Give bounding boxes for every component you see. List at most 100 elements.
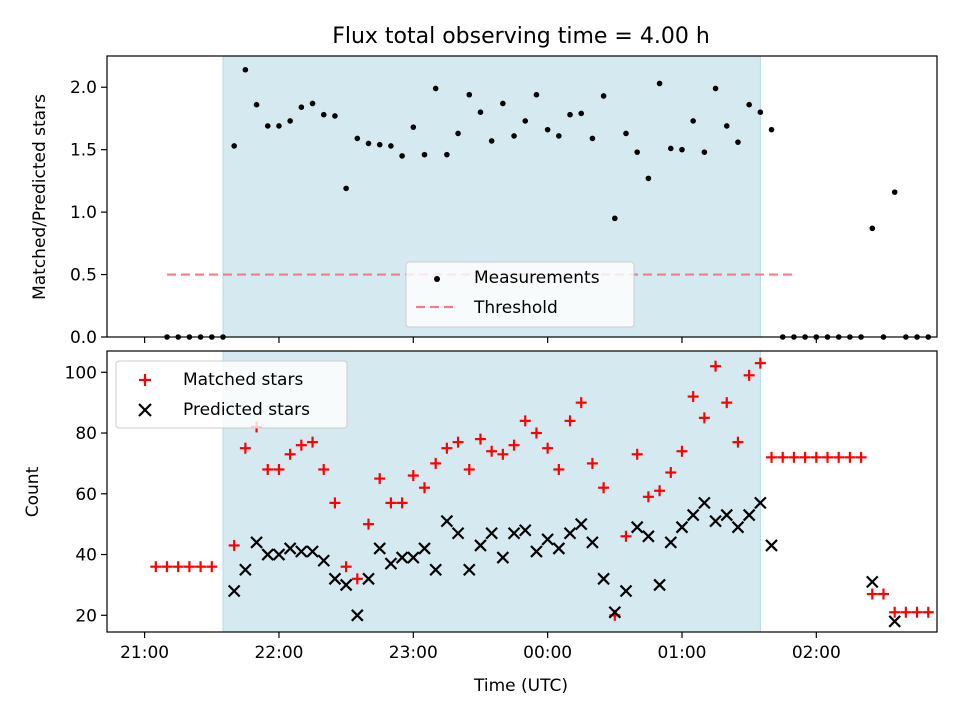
matched-star-point: [340, 561, 352, 573]
measurement-point: [500, 100, 506, 107]
matched-star-point: [598, 482, 610, 494]
measurement-point: [388, 143, 394, 149]
matched-star-point: [262, 463, 274, 475]
matched-star-point: [788, 451, 800, 463]
predicted-star-point: [362, 572, 375, 586]
predicted-star-point: [474, 539, 487, 552]
matched-star-point: [329, 497, 341, 509]
measurement-point: [365, 140, 372, 147]
matched-star-point: [351, 573, 363, 585]
y-tick-label: 20: [75, 606, 97, 626]
measurement-point: [455, 130, 461, 137]
measurement-point: [667, 145, 674, 152]
matched-star-point: [183, 561, 195, 573]
x-tick-label: 21:00: [120, 643, 169, 663]
legend-measurements-marker: [434, 276, 440, 282]
predicted-star-point: [552, 542, 566, 555]
measurement-point: [645, 175, 652, 182]
bottom-axes-frame: [106, 350, 938, 633]
top-legend-box: [405, 261, 635, 328]
x-tick-label: 23:00: [389, 643, 438, 663]
predicted-star-point: [227, 584, 241, 598]
predicted-star-point: [306, 545, 319, 558]
measurement-point: [556, 133, 562, 139]
matched-star-point: [732, 436, 744, 448]
top-legend: Measurements Threshold: [405, 261, 635, 328]
y-tick-label: 60: [75, 485, 97, 505]
x-tick-label: 02:00: [792, 643, 841, 663]
matched-star-point: [844, 451, 856, 463]
predicted-star-point: [328, 572, 342, 586]
matched-star-point: [766, 451, 778, 463]
predicted-star-point: [507, 526, 521, 540]
matched-star-point: [441, 442, 453, 454]
matched-star-point: [754, 357, 766, 369]
matched-star-point: [889, 606, 901, 618]
measurement-point: [746, 101, 752, 108]
y-tick-label: 100: [65, 363, 97, 383]
matched-star-point: [508, 439, 520, 451]
predicted-star-point: [686, 508, 700, 522]
predicted-star-point: [384, 557, 398, 570]
measurement-point: [567, 111, 573, 118]
measurement-point: [723, 123, 730, 129]
matched-star-point: [620, 530, 632, 542]
matched-star-point: [228, 539, 240, 551]
y-tick-label: 1.5: [70, 141, 97, 161]
measurement-point: [309, 100, 316, 107]
matched-star-point: [474, 433, 486, 445]
matched-star-point: [307, 436, 319, 448]
bottom-legend: Matched stars Predicted stars: [115, 360, 348, 429]
measurement-point: [421, 151, 428, 158]
matched-star-point: [586, 457, 598, 469]
measurement-point: [533, 91, 540, 98]
measurement-point: [320, 111, 327, 118]
measurement-point: [432, 85, 439, 92]
top-axes-frame: [106, 55, 938, 338]
matched-star-point: [519, 415, 531, 427]
measurement-point: [477, 109, 484, 115]
y-tick-label: 2.0: [70, 78, 97, 98]
predicted-star-point: [888, 615, 901, 628]
predicted-star-point: [709, 514, 722, 528]
predicted-star-point: [630, 520, 644, 534]
y-tick-label: 0.5: [70, 266, 97, 286]
predicted-star-point: [541, 533, 554, 546]
predicted-star-point: [597, 572, 610, 586]
predicted-star-point: [765, 539, 778, 552]
predicted-star-point: [586, 536, 599, 549]
matched-star-point: [866, 588, 878, 600]
matched-star-point: [822, 451, 834, 463]
measurement-point: [679, 146, 685, 153]
matched-star-point: [698, 412, 710, 424]
matched-star-point: [486, 445, 498, 457]
matched-star-point: [654, 485, 666, 497]
matched-star-point: [161, 561, 173, 573]
matched-star-point: [631, 448, 643, 460]
matched-star-point: [273, 463, 285, 475]
predicted-star-point: [574, 517, 588, 531]
matched-star-point: [497, 448, 509, 460]
matched-star-point: [284, 448, 296, 460]
top-panel: 0.00.51.01.52.0 Matched/Predicted stars …: [30, 55, 938, 348]
measurement-point: [589, 135, 596, 142]
matched-star-point: [642, 491, 654, 503]
bottom-legend-box: [115, 360, 348, 429]
predicted-star-point: [451, 526, 465, 540]
predicted-star-point: [395, 551, 409, 564]
matched-star-point: [665, 467, 677, 479]
predicted-star-point: [642, 530, 655, 543]
measurement-point: [242, 66, 249, 73]
measurement-point: [488, 138, 495, 144]
measurement-point: [634, 149, 640, 155]
matched-star-point: [810, 451, 822, 463]
measurement-point: [735, 139, 741, 145]
x-axis-label: Time (UTC): [473, 676, 568, 696]
chart-title: Flux total observing time = 4.00 h: [332, 24, 710, 49]
measurement-point: [410, 124, 417, 130]
measurement-point: [623, 130, 629, 137]
matched-star-point: [542, 442, 554, 454]
bottom-panel: 20 40 60 80 100 21:00 22:00 23:00 00:00 01:00 02:0…: [23, 350, 938, 696]
predicted-star-point: [295, 545, 308, 558]
